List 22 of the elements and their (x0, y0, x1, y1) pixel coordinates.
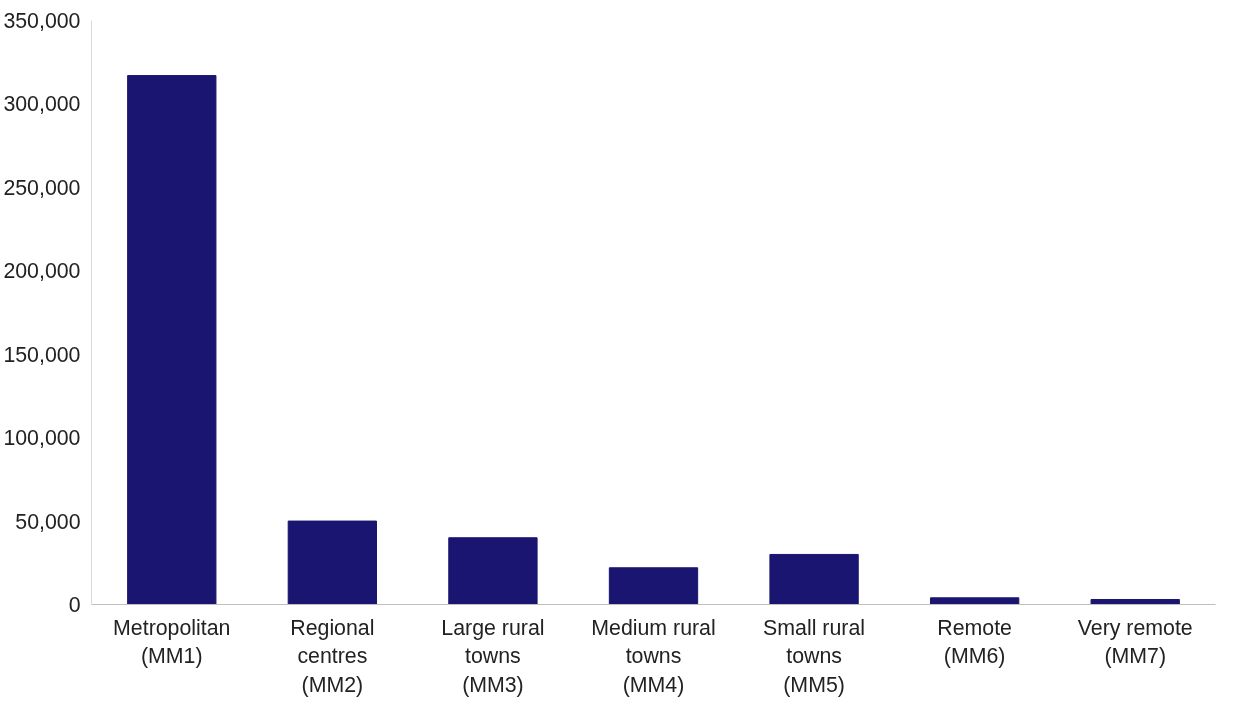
bar (287, 520, 378, 605)
x-tick-label: Medium rural towns (MM4) (591, 615, 716, 698)
bar (608, 567, 699, 605)
x-tick-label: Remote (MM6) (937, 615, 1012, 669)
y-tick-label: 50,000 (15, 509, 81, 534)
x-tick-label: Small rural towns (MM5) (763, 615, 866, 698)
y-tick-label: 100,000 (3, 426, 81, 451)
bar (769, 553, 859, 605)
x-tick-label: Large rural towns (MM3) (441, 615, 545, 698)
y-tick-label: 300,000 (3, 92, 81, 117)
x-tick-label: Regional centres (MM2) (290, 615, 375, 698)
bar (1090, 598, 1180, 605)
bar (448, 537, 538, 605)
y-tick-label: 200,000 (3, 259, 81, 284)
bar (127, 75, 217, 605)
x-tick-label: Metropolitan (MM1) (113, 615, 231, 669)
y-tick-label: 0 (68, 593, 81, 617)
y-tick-label: 350,000 (3, 9, 81, 33)
x-tick-label: Very remote (MM7) (1077, 615, 1193, 669)
y-tick-label: 150,000 (3, 342, 81, 367)
y-tick-label: 250,000 (3, 175, 81, 200)
bar (929, 597, 1020, 605)
